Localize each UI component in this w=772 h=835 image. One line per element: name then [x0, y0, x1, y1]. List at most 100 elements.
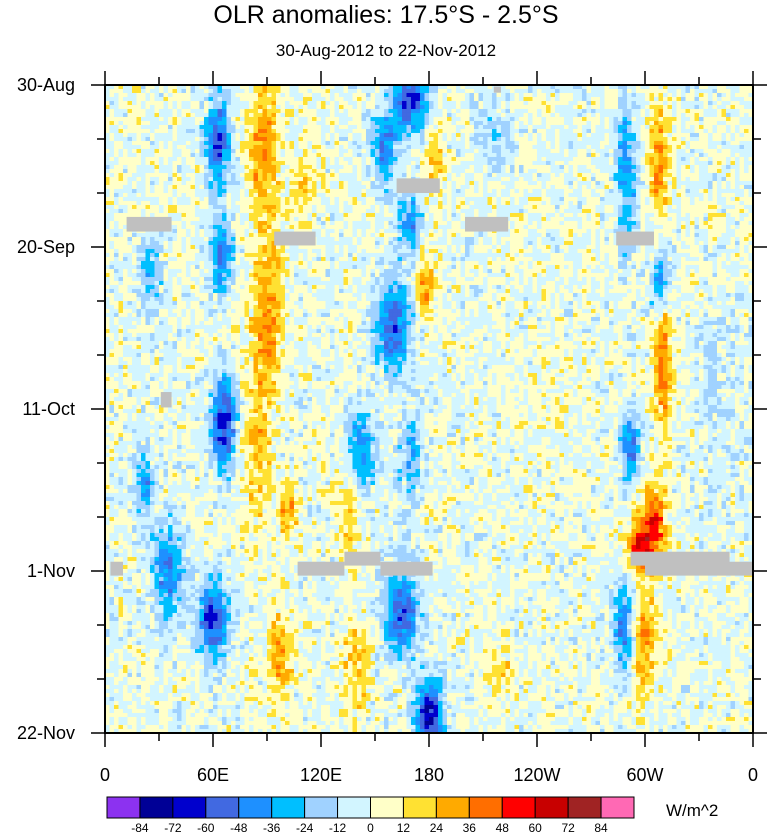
- field-cell: [204, 221, 209, 226]
- field-cell: [717, 89, 722, 94]
- field-cell: [235, 165, 240, 170]
- field-cell: [334, 161, 339, 166]
- field-cell: [334, 205, 339, 210]
- field-cell: [717, 141, 722, 146]
- field-cell: [564, 125, 569, 130]
- field-cell: [478, 149, 483, 154]
- field-cell: [276, 157, 281, 162]
- field-cell: [168, 141, 173, 146]
- field-cell: [726, 133, 731, 138]
- field-cell: [411, 89, 416, 94]
- field-cell: [631, 217, 636, 222]
- field-cell: [541, 201, 546, 206]
- field-cell: [343, 97, 348, 102]
- field-cell: [478, 209, 483, 214]
- field-cell: [582, 149, 587, 154]
- field-cell: [537, 217, 542, 222]
- field-cell: [118, 97, 123, 102]
- field-cell: [303, 89, 308, 94]
- field-cell: [258, 125, 263, 130]
- field-cell: [316, 197, 321, 202]
- field-cell: [456, 189, 461, 194]
- field-cell: [595, 185, 600, 190]
- field-cell: [375, 149, 380, 154]
- field-cell: [352, 109, 357, 114]
- field-cell: [528, 197, 533, 202]
- field-cell: [667, 121, 672, 126]
- field-cell: [132, 189, 137, 194]
- field-cell: [550, 181, 555, 186]
- field-cell: [492, 173, 497, 178]
- field-cell: [474, 157, 479, 162]
- field-cell: [559, 169, 564, 174]
- field-cell: [393, 145, 398, 150]
- field-cell: [150, 213, 155, 218]
- field-cell: [658, 217, 663, 222]
- field-cell: [424, 217, 429, 222]
- field-cell: [154, 197, 159, 202]
- field-cell: [262, 185, 267, 190]
- field-cell: [447, 89, 452, 94]
- field-cell: [370, 189, 375, 194]
- field-cell: [397, 129, 402, 134]
- field-cell: [429, 221, 434, 226]
- field-cell: [541, 149, 546, 154]
- field-cell: [573, 217, 578, 222]
- field-cell: [568, 113, 573, 118]
- field-cell: [159, 197, 164, 202]
- field-cell: [573, 193, 578, 198]
- field-cell: [244, 125, 249, 130]
- field-cell: [586, 125, 591, 130]
- field-cell: [208, 125, 213, 130]
- field-cell: [366, 101, 371, 106]
- field-cell: [420, 161, 425, 166]
- field-cell: [708, 185, 713, 190]
- field-cell: [361, 221, 366, 226]
- field-cell: [145, 105, 150, 110]
- field-cell: [343, 217, 348, 222]
- field-cell: [384, 157, 389, 162]
- field-cell: [321, 101, 326, 106]
- field-cell: [190, 197, 195, 202]
- field-cell: [123, 137, 128, 142]
- field-cell: [568, 165, 573, 170]
- field-cell: [631, 197, 636, 202]
- field-cell: [195, 141, 200, 146]
- field-cell: [685, 141, 690, 146]
- field-cell: [744, 105, 749, 110]
- field-cell: [415, 137, 420, 142]
- field-cell: [703, 153, 708, 158]
- field-cell: [739, 205, 744, 210]
- field-cell: [136, 209, 141, 214]
- field-cell: [217, 105, 222, 110]
- field-cell: [586, 217, 591, 222]
- field-cell: [411, 161, 416, 166]
- field-cell: [361, 149, 366, 154]
- field-cell: [681, 185, 686, 190]
- field-cell: [487, 205, 492, 210]
- field-cell: [433, 201, 438, 206]
- field-cell: [217, 173, 222, 178]
- field-cell: [510, 213, 515, 218]
- field-cell: [721, 89, 726, 94]
- field-cell: [370, 153, 375, 158]
- field-cell: [465, 109, 470, 114]
- field-cell: [235, 121, 240, 126]
- field-cell: [294, 197, 299, 202]
- field-cell: [622, 93, 627, 98]
- field-cell: [114, 117, 119, 122]
- field-cell: [289, 193, 294, 198]
- field-cell: [586, 181, 591, 186]
- field-cell: [244, 189, 249, 194]
- field-cell: [141, 157, 146, 162]
- field-cell: [582, 209, 587, 214]
- field-cell: [618, 169, 623, 174]
- field-cell: [190, 125, 195, 130]
- field-cell: [514, 213, 519, 218]
- field-cell: [573, 173, 578, 178]
- field-cell: [537, 173, 542, 178]
- field-cell: [402, 117, 407, 122]
- field-cell: [186, 113, 191, 118]
- field-cell: [627, 161, 632, 166]
- field-cell: [654, 149, 659, 154]
